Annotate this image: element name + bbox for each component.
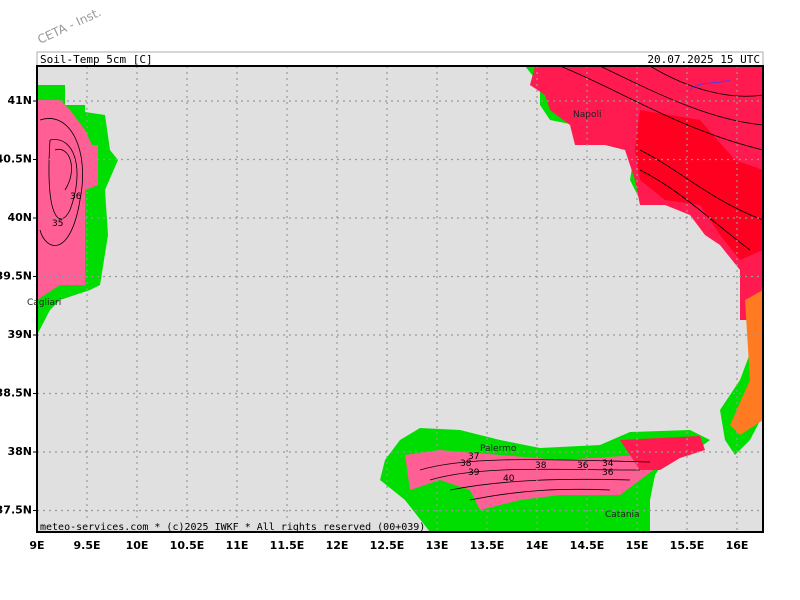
lon-tick-label: 11.5E bbox=[270, 539, 305, 552]
footer-bg bbox=[38, 520, 408, 531]
lon-tick-label: 9.5E bbox=[73, 539, 100, 552]
contour-label: 39 bbox=[468, 468, 480, 478]
lon-tick-label: 12E bbox=[326, 539, 349, 552]
map-title: Soil-Temp_5cm [C] bbox=[40, 53, 153, 66]
lon-tick-label: 16E bbox=[726, 539, 749, 552]
mainland-hot bbox=[635, 110, 763, 260]
lon-tick-label: 9E bbox=[29, 539, 44, 552]
city-label: Cagliari bbox=[27, 298, 61, 308]
lon-tick-label: 13E bbox=[426, 539, 449, 552]
contour-label: 38 bbox=[460, 459, 472, 469]
contour-label: 37 bbox=[468, 452, 479, 462]
contour-label: 40 bbox=[503, 474, 515, 484]
city-label: Napoli bbox=[573, 110, 601, 120]
grid bbox=[37, 66, 763, 532]
lon-tick-label: 13.5E bbox=[470, 539, 505, 552]
calabria-field bbox=[730, 290, 763, 435]
contour-label: 36 bbox=[577, 461, 589, 471]
lon-tick-label: 14.5E bbox=[570, 539, 605, 552]
lat-tick-label: 40N bbox=[7, 211, 32, 224]
city-label: Palermo bbox=[480, 444, 517, 454]
lon-tick-label: 15E bbox=[626, 539, 649, 552]
river bbox=[689, 79, 731, 91]
land bbox=[37, 65, 764, 532]
sardinia-field bbox=[37, 100, 98, 300]
lon-tick-label: 10E bbox=[126, 539, 149, 552]
lon-tick-label: 12.5E bbox=[370, 539, 405, 552]
timestamp: 20.07.2025 15 UTC bbox=[647, 53, 760, 66]
lon-tick-label: 15.5E bbox=[670, 539, 705, 552]
lat-tick-label: 38N bbox=[7, 445, 32, 458]
contour-label: 34 bbox=[602, 459, 614, 469]
lon-tick-label: 14E bbox=[526, 539, 549, 552]
lon-tick-label: 10.5E bbox=[170, 539, 205, 552]
city-label: Catania bbox=[605, 510, 640, 520]
lat-tick-label: 38.5N bbox=[0, 387, 32, 400]
watermark: CETA - Inst. bbox=[35, 5, 103, 47]
map-frame bbox=[36, 65, 764, 533]
contour-label: 36 bbox=[70, 192, 82, 202]
lat-tick-label: 41N bbox=[7, 94, 32, 107]
contour-label: 35 bbox=[52, 219, 63, 229]
lon-tick-label: 11E bbox=[226, 539, 249, 552]
lat-tick-label: 40.5N bbox=[0, 153, 32, 166]
lat-tick-label: 37.5N bbox=[0, 504, 32, 517]
lat-tick-label: 39.5N bbox=[0, 270, 32, 283]
contour-label: 36 bbox=[602, 468, 614, 478]
footer: meteo-services.com * (c)2025 IWKF * All … bbox=[40, 522, 425, 533]
lat-tick-label: 39N bbox=[7, 328, 32, 341]
sicily-field bbox=[405, 450, 660, 510]
contour-label: 38 bbox=[535, 461, 547, 471]
